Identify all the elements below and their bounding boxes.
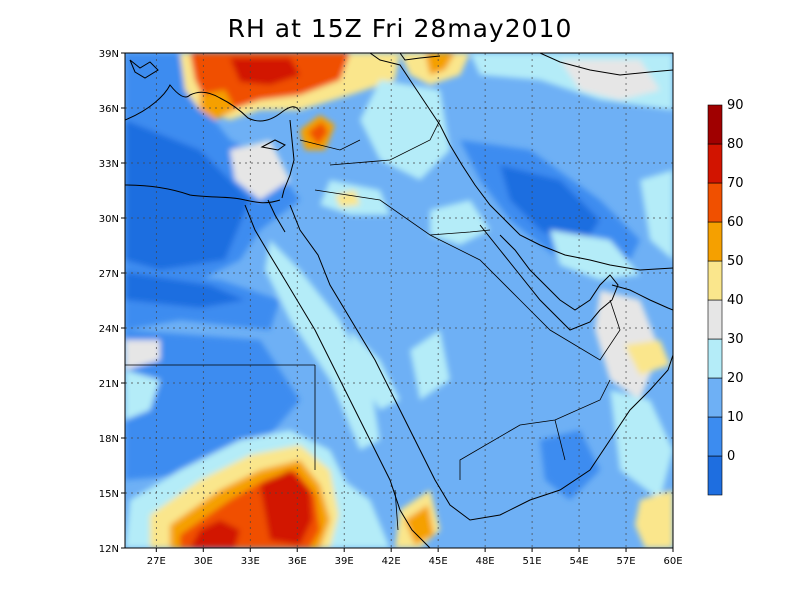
colorbar-swatch (707, 416, 723, 457)
colorbar-swatch (707, 221, 723, 262)
colorbar-swatch (707, 143, 723, 184)
colorbar-label: 30 (727, 332, 744, 347)
colorbar-label: 90 (727, 98, 744, 113)
lon-tick-label: 60E (663, 556, 682, 567)
lat-tick-label: 39N (99, 49, 119, 60)
colorbar-swatch (707, 260, 723, 301)
colorbar-swatch (707, 377, 723, 418)
colorbar-label: 40 (727, 293, 744, 308)
lon-tick-label: 51E (523, 556, 542, 567)
colorbar-label: 20 (727, 371, 744, 386)
latitude-axis: 12N 15N 18N 21N 24N 27N 30N 33N 36N 39N (99, 49, 125, 555)
plot-frame (124, 52, 674, 549)
colorbar-label: 70 (727, 176, 744, 191)
lon-tick-label: 36E (288, 556, 307, 567)
colorbar-label: 10 (727, 410, 744, 425)
rh-field (125, 53, 673, 548)
longitude-axis: 27E 30E 33E 36E 39E 42E 45E 48E 51E 54E 57E 60E (147, 548, 683, 567)
colorbar-swatch (707, 455, 723, 496)
lat-tick-label: 30N (99, 214, 119, 225)
borders (125, 119, 621, 531)
colorbar-swatch (707, 104, 723, 145)
lon-tick-label: 39E (335, 556, 354, 567)
lon-tick-label: 57E (617, 556, 636, 567)
lon-tick-label: 45E (429, 556, 448, 567)
lat-tick-label: 24N (99, 324, 119, 335)
coastlines (125, 53, 673, 548)
colorbar-swatch (707, 338, 723, 379)
lat-tick-label: 27N (99, 269, 119, 280)
lat-tick-label: 33N (99, 159, 119, 170)
colorbar-label: 50 (727, 254, 744, 269)
colorbar-swatch (707, 182, 723, 223)
lat-tick-label: 36N (99, 104, 119, 115)
lon-tick-label: 33E (241, 556, 260, 567)
colorbar-label: 0 (727, 449, 735, 464)
lon-tick-label: 42E (382, 556, 401, 567)
colorbar-label: 80 (727, 137, 744, 152)
colorbar: 0 10 20 30 40 50 60 70 80 90 (707, 98, 744, 496)
lon-tick-label: 30E (194, 556, 213, 567)
colorbar-label: 60 (727, 215, 744, 230)
colorbar-swatch (707, 299, 723, 340)
lon-tick-label: 54E (570, 556, 589, 567)
lon-tick-label: 27E (147, 556, 166, 567)
lat-tick-label: 18N (99, 434, 119, 445)
lat-tick-label: 15N (99, 489, 119, 500)
map-title: RH at 15Z Fri 28may2010 (227, 14, 573, 43)
lon-tick-label: 48E (476, 556, 495, 567)
lat-tick-label: 21N (99, 379, 119, 390)
lat-tick-label: 12N (99, 544, 119, 555)
